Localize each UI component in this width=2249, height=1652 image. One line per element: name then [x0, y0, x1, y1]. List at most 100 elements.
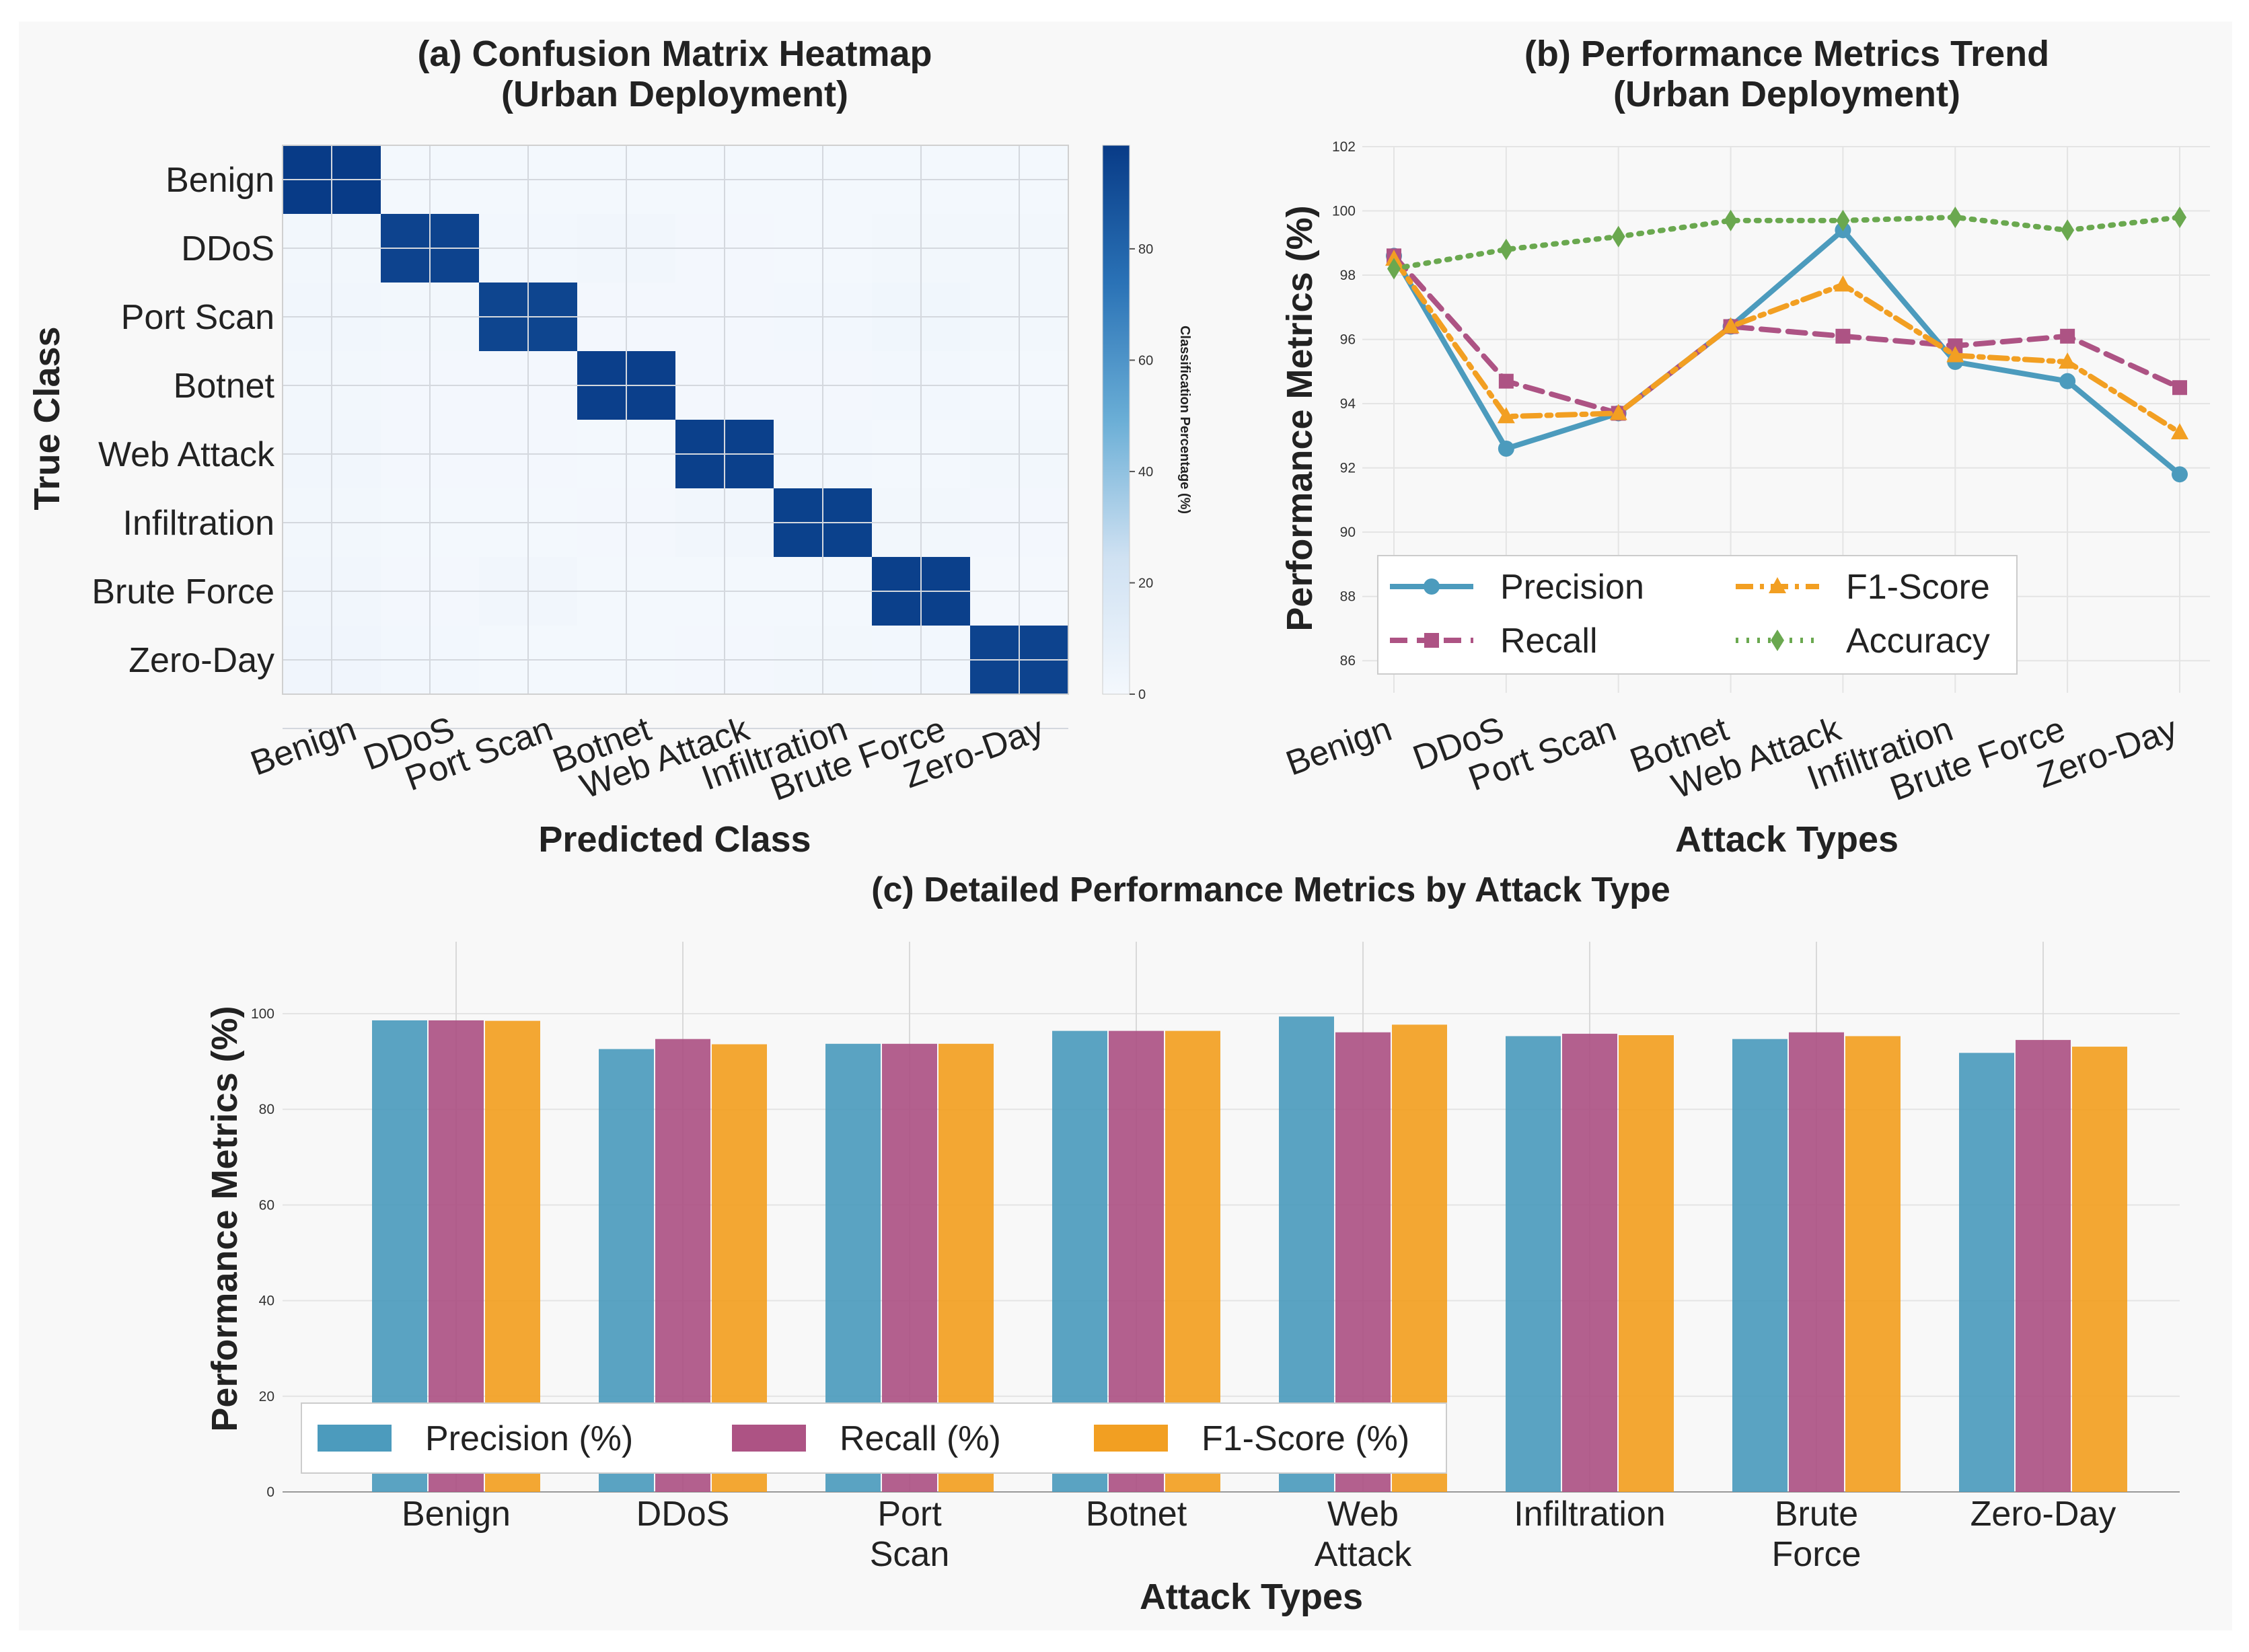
panel-a-heatmap: (a) Confusion Matrix Heatmap (Urban Depl… [27, 34, 1192, 860]
heatmap-y-tick-label: DDoS [181, 229, 274, 268]
line-point-precision [2059, 373, 2076, 389]
bar-recall [2016, 1040, 2071, 1492]
bar-legend-box [301, 1402, 1447, 1474]
line-point-recall [1948, 338, 1963, 354]
line-series-precision [1391, 227, 2182, 478]
heatmap-y-tick-label: Brute Force [91, 572, 274, 611]
line-chart-y-tick-label: 90 [1340, 525, 1356, 540]
line-point-accuracy [1948, 206, 1962, 229]
line-chart-legend: Precision Recall F1-Score Accuracy [1377, 555, 2018, 675]
legend-label-recall: Recall [1500, 622, 1598, 661]
line-point-accuracy [2173, 206, 2186, 229]
colorbar-ticks: 0 20 40 60 80 [1130, 242, 1153, 702]
legend-marker-precision [1424, 578, 1440, 595]
legend-marker-recall [1424, 633, 1439, 648]
line-point-recall [2060, 328, 2075, 344]
bar-precision [1506, 1036, 1561, 1492]
legend-label-precision: Precision (%) [425, 1419, 633, 1458]
panel-c-bar-chart: (c) Detailed Performance Metrics by Atta… [205, 870, 2180, 1617]
panel-b-ylabel: Performance Metrics (%) [1280, 205, 1320, 631]
line-point-f1-score [1722, 317, 1740, 334]
colorbar-tick-label: 80 [1138, 242, 1153, 257]
line-point-accuracy [1724, 209, 1738, 231]
bar-chart-y-tick-label: 0 [266, 1485, 274, 1500]
colorbar-tick-label: 20 [1138, 576, 1153, 591]
panel-c-ylabel: Performance Metrics (%) [205, 1006, 245, 1431]
line-point-recall [2172, 380, 2187, 396]
bar-chart-x-tick-label: Port [877, 1495, 942, 1534]
line-point-accuracy [1499, 238, 1513, 260]
line-point-f1-score [1834, 275, 1852, 292]
line-chart-y-tick-label: 98 [1340, 268, 1356, 283]
line-chart-series [1385, 206, 2188, 483]
bar-chart-x-tick-label: Brute [1775, 1495, 1858, 1534]
line-chart-y-tick-labels: 86 88 90 92 94 96 98 100 102 [1332, 139, 1356, 669]
heatmap-y-tick-label: Botnet [174, 367, 275, 406]
panel-c-xlabel: Attack Types [1140, 1577, 1363, 1617]
bar-f1-score [1619, 1035, 1674, 1492]
bar-f1-score [1845, 1036, 1901, 1492]
line-series-recall [1391, 253, 2182, 416]
heatmap-cells [282, 145, 1118, 729]
panel-a-xlabel: Predicted Class [538, 819, 811, 860]
bar-chart-x-tick-label: Infiltration [1514, 1495, 1665, 1534]
line-point-recall [1498, 373, 1514, 389]
bar-chart-legend: Precision (%) Recall (%) F1-Score (%) [301, 1402, 1447, 1474]
legend-label-f1-score: F1-Score (%) [1202, 1419, 1409, 1458]
panel-b-xlabel: Attack Types [1675, 819, 1898, 860]
legend-marker-f1-score [1769, 577, 1786, 593]
bar-chart-y-tick-label: 60 [259, 1197, 274, 1213]
line-point-accuracy [2061, 219, 2075, 241]
line-point-f1-score [2171, 423, 2188, 440]
panel-a-ylabel: True Class [27, 326, 67, 510]
line-point-f1-score [1609, 404, 1627, 420]
bar-chart-y-tick-label: 100 [251, 1006, 274, 1022]
bar-chart-x-tick-label: Web [1327, 1495, 1399, 1534]
line-point-f1-score [1946, 346, 1964, 363]
heatmap-y-tick-label: Zero-Day [128, 641, 274, 680]
line-point-accuracy [1836, 209, 1850, 231]
line-point-accuracy [1387, 258, 1401, 280]
bar-precision [1959, 1053, 2014, 1492]
colorbar-tick-label: 60 [1138, 353, 1153, 368]
line-chart-y-tick-label: 88 [1340, 589, 1356, 605]
line-series-accuracy [1391, 215, 2182, 272]
legend-label-accuracy: Accuracy [1846, 622, 1990, 661]
line-point-recall [1835, 328, 1851, 344]
line-point-f1-score [2059, 352, 2077, 369]
line-point-precision [2172, 466, 2188, 483]
panel-a-title-line2: (Urban Deployment) [501, 74, 848, 114]
line-point-f1-score [1497, 407, 1515, 424]
heatmap-border [282, 145, 1069, 695]
bar-f1-score [2072, 1047, 2127, 1492]
bar-chart-x-tick-label: Scan [870, 1535, 950, 1574]
bar-precision [1732, 1039, 1787, 1492]
bar-chart-y-tick-label: 20 [259, 1389, 274, 1404]
heatmap-y-tick-labels: Benign DDoS Port Scan Botnet Web Attack Infil… [91, 161, 275, 680]
heatmap-y-tick-label: Infiltration [123, 504, 274, 543]
bar-chart-y-tick-label: 40 [259, 1293, 274, 1309]
legend-label-f1-score: F1-Score [1846, 568, 1990, 607]
bar-chart-x-tick-label: Benign [402, 1495, 511, 1534]
line-legend-box [1377, 555, 2018, 675]
bar-chart-x-tick-label: Attack [1315, 1535, 1412, 1574]
bar-recall [1789, 1032, 1844, 1492]
colorbar-label: Classification Percentage (%) [1177, 326, 1192, 514]
panel-b-title-line1: (b) Performance Metrics Trend [1524, 34, 2049, 74]
heatmap-y-tick-label: Port Scan [121, 298, 274, 337]
legend-label-recall: Recall (%) [840, 1419, 1001, 1458]
line-chart-y-tick-label: 86 [1340, 653, 1356, 669]
bar-chart-x-tick-label: Force [1772, 1535, 1861, 1574]
bar-chart-x-tick-label: Botnet [1086, 1495, 1187, 1534]
bar-chart-y-tick-labels: 0 20 40 60 80 100 [251, 1006, 274, 1500]
panel-a-title-line1: (a) Confusion Matrix Heatmap [417, 34, 932, 74]
line-point-f1-score [1385, 250, 1403, 266]
colorbar [1102, 145, 1130, 695]
colorbar-tick-label: 40 [1138, 465, 1153, 480]
line-chart-y-tick-label: 96 [1340, 332, 1356, 348]
line-series-f1-score [1391, 256, 2182, 436]
line-chart-y-tick-label: 102 [1332, 139, 1356, 155]
heatmap-y-tick-label: Web Attack [98, 435, 275, 474]
